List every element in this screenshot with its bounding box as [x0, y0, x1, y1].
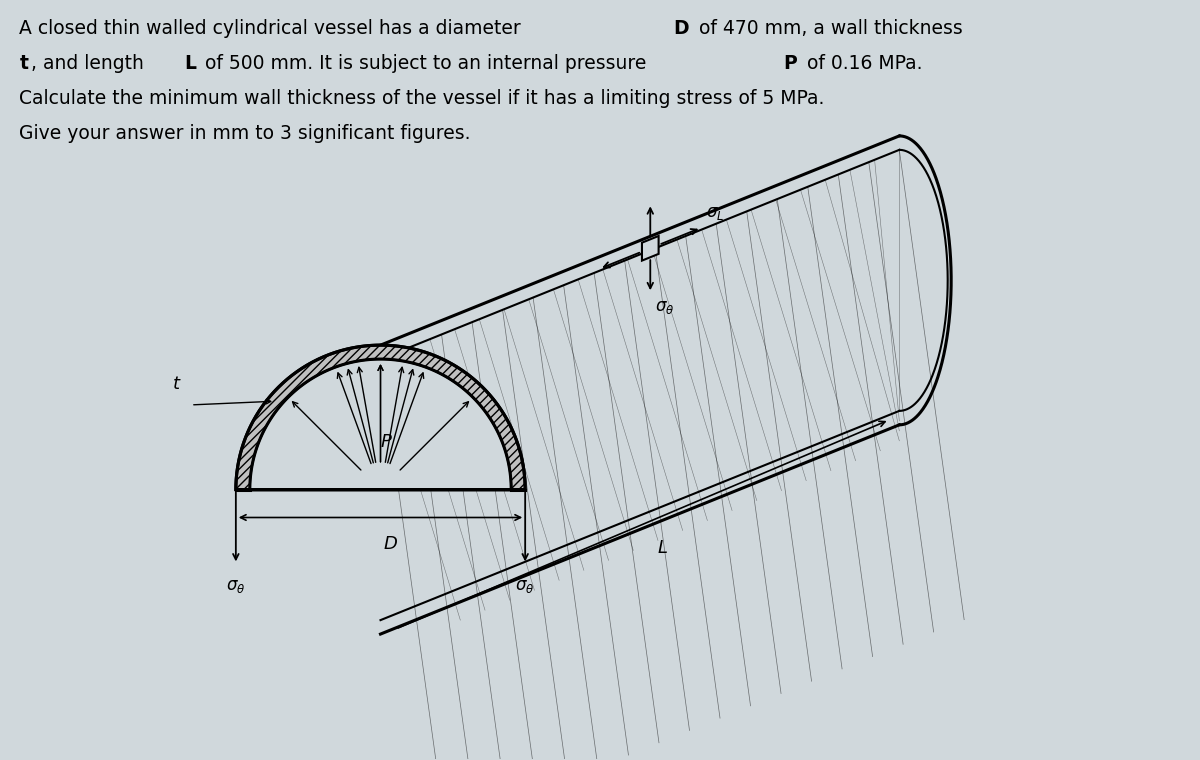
- Text: $\sigma_L$: $\sigma_L$: [706, 204, 725, 222]
- Text: L: L: [184, 54, 196, 73]
- Text: t: t: [19, 54, 29, 73]
- Text: $\sigma_\theta$: $\sigma_\theta$: [226, 578, 246, 595]
- Text: P: P: [380, 432, 391, 451]
- Text: $\sigma_\theta$: $\sigma_\theta$: [655, 298, 674, 316]
- Text: of 0.16 MPa.: of 0.16 MPa.: [800, 54, 922, 73]
- Text: Calculate the minimum wall thickness of the vessel if it has a limiting stress o: Calculate the minimum wall thickness of …: [19, 89, 824, 108]
- Text: Give your answer in mm to 3 significant figures.: Give your answer in mm to 3 significant …: [19, 124, 470, 143]
- Text: D: D: [384, 536, 397, 553]
- Polygon shape: [642, 236, 659, 261]
- Text: L: L: [658, 540, 667, 557]
- Text: of 500 mm. It is subject to an internal pressure: of 500 mm. It is subject to an internal …: [199, 54, 653, 73]
- Text: A closed thin walled cylindrical vessel has a diameter: A closed thin walled cylindrical vessel …: [19, 19, 527, 38]
- Polygon shape: [250, 359, 511, 489]
- Text: P: P: [782, 54, 797, 73]
- Text: D: D: [673, 19, 689, 38]
- Text: , and length: , and length: [31, 54, 150, 73]
- Text: t: t: [173, 375, 180, 393]
- Text: of 470 mm, a wall thickness: of 470 mm, a wall thickness: [694, 19, 962, 38]
- Polygon shape: [236, 345, 526, 489]
- Text: $\sigma_\theta$: $\sigma_\theta$: [516, 578, 535, 595]
